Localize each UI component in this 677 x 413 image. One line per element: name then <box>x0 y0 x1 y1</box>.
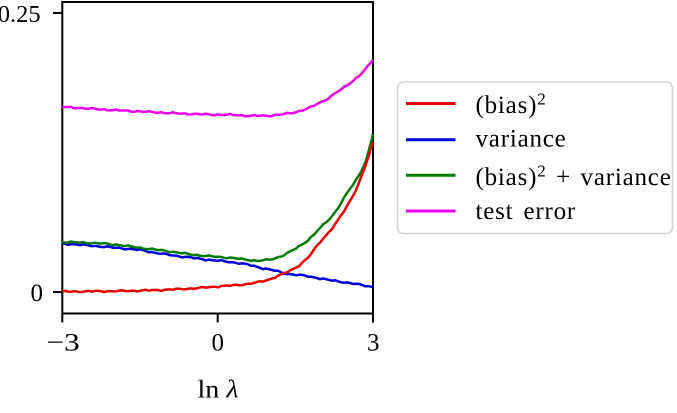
svg-text:variance: variance <box>476 126 567 153</box>
svg-text:test error: test error <box>476 198 577 225</box>
svg-text:ln λ: ln λ <box>198 377 239 404</box>
svg-text:0.25: 0.25 <box>0 1 41 28</box>
svg-text:(bias)2 + variance: (bias)2 + variance <box>476 162 672 192</box>
svg-text:(bias)2: (bias)2 <box>476 90 547 120</box>
svg-text:3: 3 <box>367 330 380 357</box>
svg-text:0: 0 <box>211 330 224 357</box>
svg-text:0: 0 <box>31 280 44 307</box>
svg-text:−3: −3 <box>46 330 80 357</box>
